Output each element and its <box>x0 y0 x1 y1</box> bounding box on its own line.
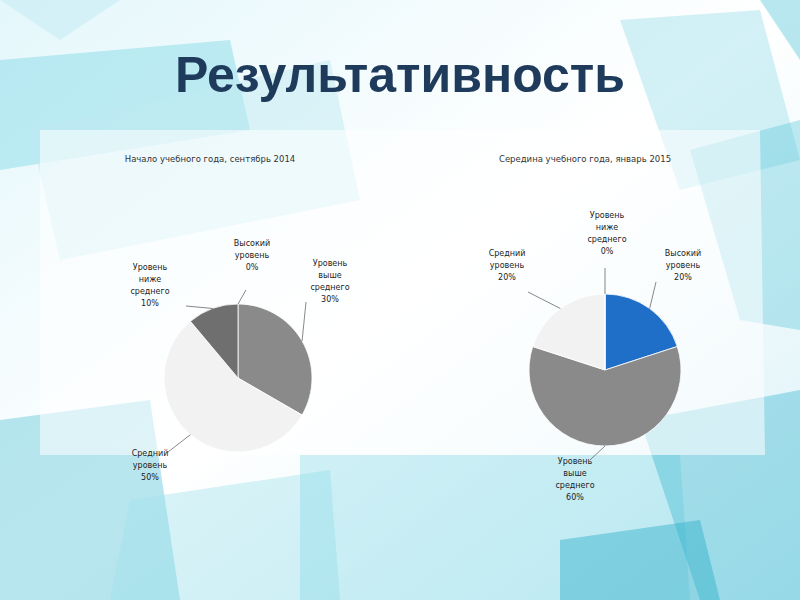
data-label: Средний уровень 50% <box>132 449 169 482</box>
label-line: Высокий <box>234 239 270 248</box>
chart-title: Середина учебного года, январь 2015 <box>499 154 671 164</box>
label-value: 20% <box>498 273 516 282</box>
pie-chart: Середина учебного года, январь 2015 Высок… <box>489 154 702 502</box>
data-labels: Высокий уровень 0% Уровень выше среднего 30% Ср… <box>130 239 349 482</box>
chart-title: Начало учебного года, сентябрь 2014 <box>125 154 295 164</box>
label-category: Уровень ниже среднего <box>130 263 169 296</box>
label-line: Уровень <box>590 211 625 220</box>
slices <box>529 294 681 446</box>
pie-slice <box>605 294 606 370</box>
decor-shape <box>560 520 720 600</box>
label-line: выше <box>318 271 341 280</box>
slide-title: Результативность <box>175 47 625 103</box>
label-value: 30% <box>321 295 339 304</box>
data-label: Уровень выше среднего 60% <box>555 457 594 502</box>
label-category: Средний уровень <box>489 249 526 270</box>
data-label: Уровень ниже среднего 0% <box>587 211 626 256</box>
data-label: Средний уровень 20% <box>489 249 526 282</box>
leader-line <box>650 282 656 309</box>
leader-line <box>186 306 213 308</box>
label-line: уровень <box>235 251 270 260</box>
leader-line <box>605 268 606 294</box>
label-line: Средний <box>132 449 169 458</box>
pie-slice <box>190 304 238 378</box>
label-value: 60% <box>566 493 584 502</box>
label-category: Высокий уровень <box>665 249 701 270</box>
label-line: среднего <box>587 235 626 244</box>
label-line: ниже <box>596 223 619 232</box>
leader-line <box>302 302 306 341</box>
data-label: Уровень ниже среднего 10% <box>130 263 169 308</box>
data-label: Уровень выше среднего 30% <box>310 259 349 304</box>
label-line: Средний <box>489 249 526 258</box>
decor-shape <box>760 0 800 60</box>
leader-line <box>528 292 560 309</box>
label-line: уровень <box>490 261 525 270</box>
data-label: Высокий уровень 0% <box>234 239 270 272</box>
label-category: Высокий уровень <box>234 239 270 260</box>
label-line: уровень <box>666 261 701 270</box>
data-label: Высокий уровень 20% <box>665 249 701 282</box>
leader-line <box>590 446 605 460</box>
label-line: Высокий <box>665 249 701 258</box>
label-line: Уровень <box>558 457 593 466</box>
label-category: Уровень выше среднего <box>310 259 349 292</box>
decor-shape <box>0 0 120 40</box>
label-category: Средний уровень <box>132 449 169 470</box>
label-line: уровень <box>133 461 168 470</box>
label-value: 0% <box>246 263 259 272</box>
label-line: среднего <box>310 283 349 292</box>
leader-line <box>238 290 246 304</box>
label-value: 50% <box>141 473 159 482</box>
pie-slice <box>533 294 605 370</box>
decor-shape <box>40 130 765 455</box>
label-line: среднего <box>130 287 169 296</box>
slide: Результативность Начало учебного года, се… <box>0 0 800 600</box>
label-value: 20% <box>674 273 692 282</box>
label-line: ниже <box>139 275 162 284</box>
data-labels: Высокий уровень 20% Уровень выше среднего 60% С… <box>489 211 702 502</box>
label-line: Уровень <box>133 263 168 272</box>
pie-chart: Начало учебного года, сентябрь 2014 Высок… <box>125 154 350 482</box>
label-value: 0% <box>601 247 614 256</box>
label-line: выше <box>563 469 586 478</box>
label-category: Уровень ниже среднего <box>587 211 626 244</box>
label-value: 10% <box>141 299 159 308</box>
label-line: среднего <box>555 481 594 490</box>
background <box>0 0 800 600</box>
leader-line <box>168 435 190 452</box>
label-line: Уровень <box>313 259 348 268</box>
slices <box>164 304 312 452</box>
label-category: Уровень выше среднего <box>555 457 594 490</box>
